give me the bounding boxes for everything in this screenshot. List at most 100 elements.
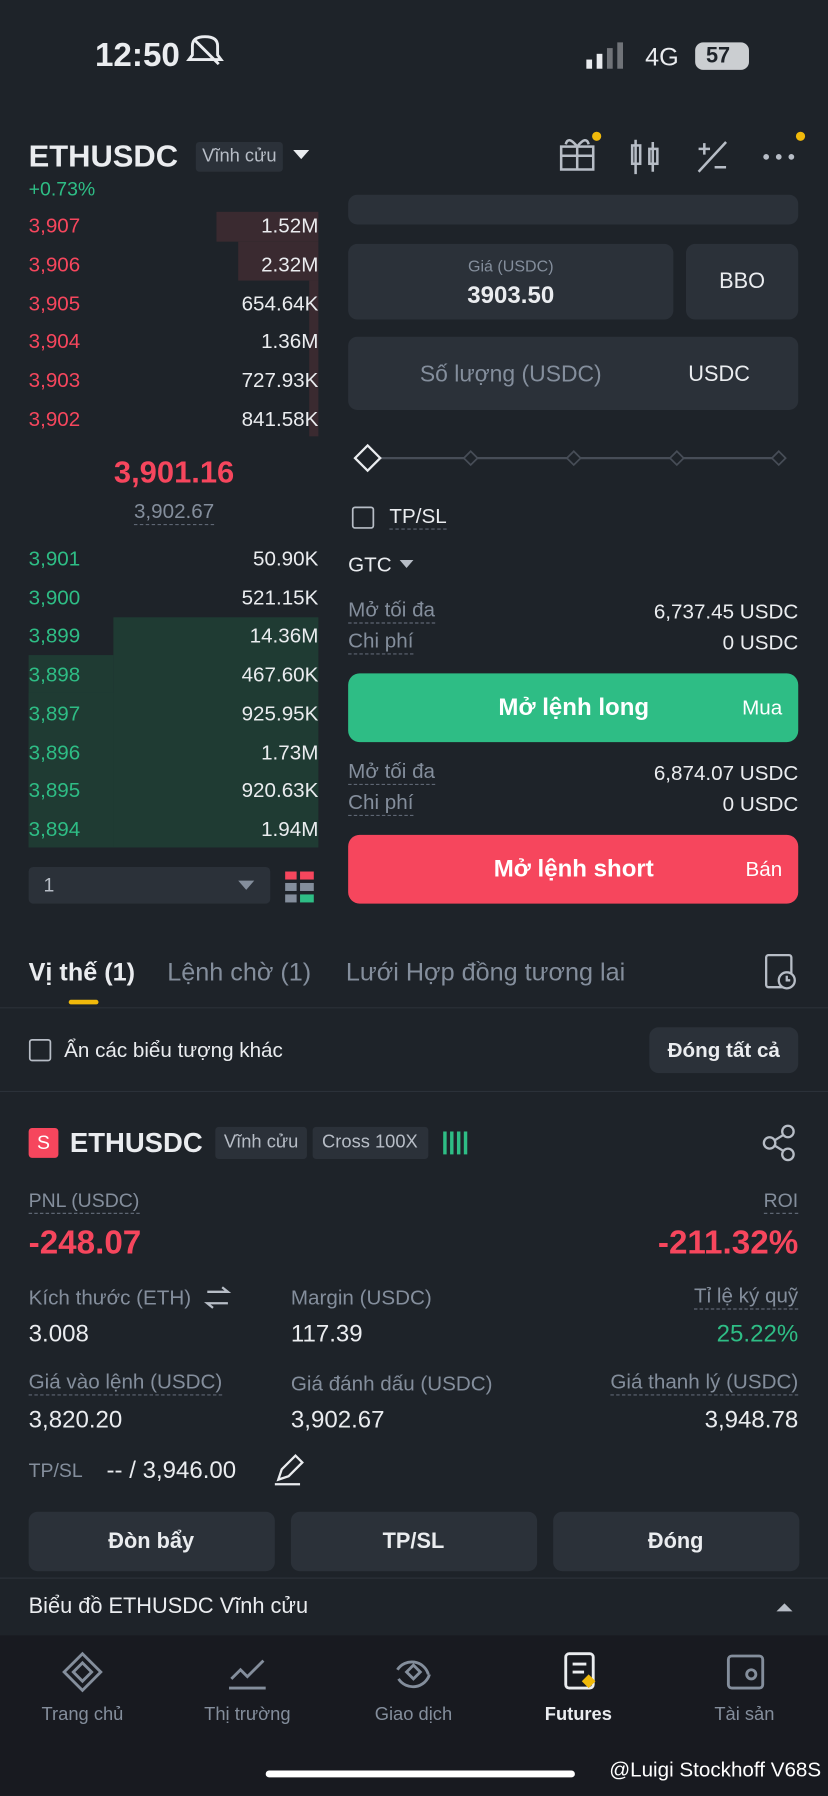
nav-label[interactable]: Giao dịch [374,1705,453,1725]
swap-icon[interactable] [204,1286,232,1309]
status-network: 4G [645,42,679,72]
position-button-label: Đòn bẩy [108,1529,195,1554]
ask-price: 3,902 [28,407,81,431]
field-label: Giá đánh dấu (USDC) [290,1371,493,1395]
checkbox[interactable] [28,1039,52,1062]
max-value: 6,737.45 USDC [653,600,799,624]
nav-label[interactable]: Thị trường [204,1705,291,1725]
view-icon [300,882,314,891]
field-label: Kích thước (ETH) [28,1286,192,1309]
max-value: 6,874.07 USDC [653,761,799,785]
depth-value: 1 [43,874,55,897]
price-change: +0.73% [28,178,96,200]
signal-icon [586,42,624,69]
ask-qty: 1.52M [261,214,319,238]
caret [293,150,310,160]
bid-price: 3,900 [28,585,81,609]
position-button[interactable] [290,1511,538,1572]
tab[interactable]: Vị thế (1) [28,957,136,987]
ask-qty: 841.58K [241,407,319,431]
field-value: 3.008 [28,1321,89,1348]
ask-price: 3,905 [28,291,81,315]
bid-price: 3,898 [28,663,81,687]
nav-label[interactable]: Tài sản [714,1705,775,1725]
tab-indicator [68,999,99,1005]
price-input[interactable] [348,243,674,320]
slider-steps [462,450,787,467]
bid-price: 3,899 [28,624,81,648]
field-value: 117.39 [290,1321,363,1348]
position-button[interactable] [553,1511,800,1572]
chart-bar[interactable]: Biểu đồ ETHUSDC Vĩnh cửu [28,1594,309,1619]
hide-others[interactable]: Ẩn các biểu tượng khác [64,1038,283,1062]
field-value: 3,820.20 [28,1406,123,1434]
pnl-label: PNL (USDC) [28,1191,140,1214]
nav-label[interactable]: Trang chủ [41,1705,124,1725]
badge [592,131,602,141]
max-label: Mở tối đa [348,761,436,786]
ask-price: 3,904 [28,330,81,354]
qty-placeholder: Số lượng (USDC) [419,361,602,388]
cost-label: Chi phí [348,630,414,655]
tpsl-label: TP/SL [28,1459,83,1482]
view-icon [300,894,314,903]
qty-unit: USDC [688,362,750,387]
field-label: Giá vào lệnh (USDC) [28,1371,223,1396]
bid-price: 3,894 [28,817,81,841]
history-icon[interactable] [765,953,796,990]
view-icon [285,882,297,891]
bbo-button[interactable] [685,243,799,320]
bid-qty: 14.36M [249,624,319,648]
bid-price: 3,897 [28,701,81,725]
cost-value: 0 USDC [722,631,799,654]
tpsl-toggle[interactable]: TP/SL [389,506,447,530]
depth-select[interactable] [28,866,271,904]
ask-price: 3,906 [28,252,81,276]
view-icon [300,871,314,880]
adl-icon [443,1131,468,1155]
time-in-force[interactable]: GTC [348,553,392,577]
ask-price: 3,907 [28,214,81,238]
bid-price: 3,895 [28,778,81,802]
tag-bg [312,1126,429,1159]
nav-label[interactable]: Futures [544,1705,612,1725]
ask-price: 3,903 [28,368,81,392]
status-battery: 57 [705,44,731,69]
cost-value: 0 USDC [722,792,799,816]
short-button[interactable] [348,834,799,904]
share-icon[interactable] [762,1124,795,1162]
position-symbol: ETHUSDC [69,1128,203,1159]
bid-depth [28,617,319,848]
tpsl-value: -- / 3,946.00 [106,1457,237,1484]
roi-label: ROI [763,1191,799,1214]
field-label: Margin (USDC) [290,1286,432,1309]
edit-icon[interactable] [274,1453,304,1486]
more-icon [763,154,795,160]
symbol: ETHUSDC [28,139,179,174]
qty-input[interactable] [348,336,799,410]
nav-icons [62,1651,765,1693]
tag-bg [215,1126,307,1159]
header-icons [559,139,728,175]
watermark: @Luigi Stockhoff V68S [609,1757,822,1781]
bid-qty: 920.63K [241,778,319,802]
bid-qty: 521.15K [241,585,319,609]
ask-qty: 1.36M [261,330,319,354]
form-top-edge [348,194,799,225]
close-all-button[interactable] [649,1027,799,1074]
position-button[interactable] [28,1511,275,1572]
slider-thumb[interactable] [353,443,382,473]
collapse-icon[interactable] [776,1603,793,1612]
long-side-label: Mua [742,696,783,720]
close-all-label: Đóng tất cả [667,1038,780,1062]
bid-price: 3,901 [28,547,81,571]
field-label: Giá thanh lý (USDC) [610,1371,799,1396]
side-badge: S [37,1132,51,1154]
tab[interactable]: Lưới Hợp đồng tương lai [345,957,626,987]
checkbox[interactable] [351,506,375,529]
long-button[interactable] [348,673,799,743]
field-value: 3,948.78 [704,1406,799,1434]
ask-qty: 727.93K [241,368,319,392]
tab[interactable]: Lệnh chờ (1) [167,957,312,987]
